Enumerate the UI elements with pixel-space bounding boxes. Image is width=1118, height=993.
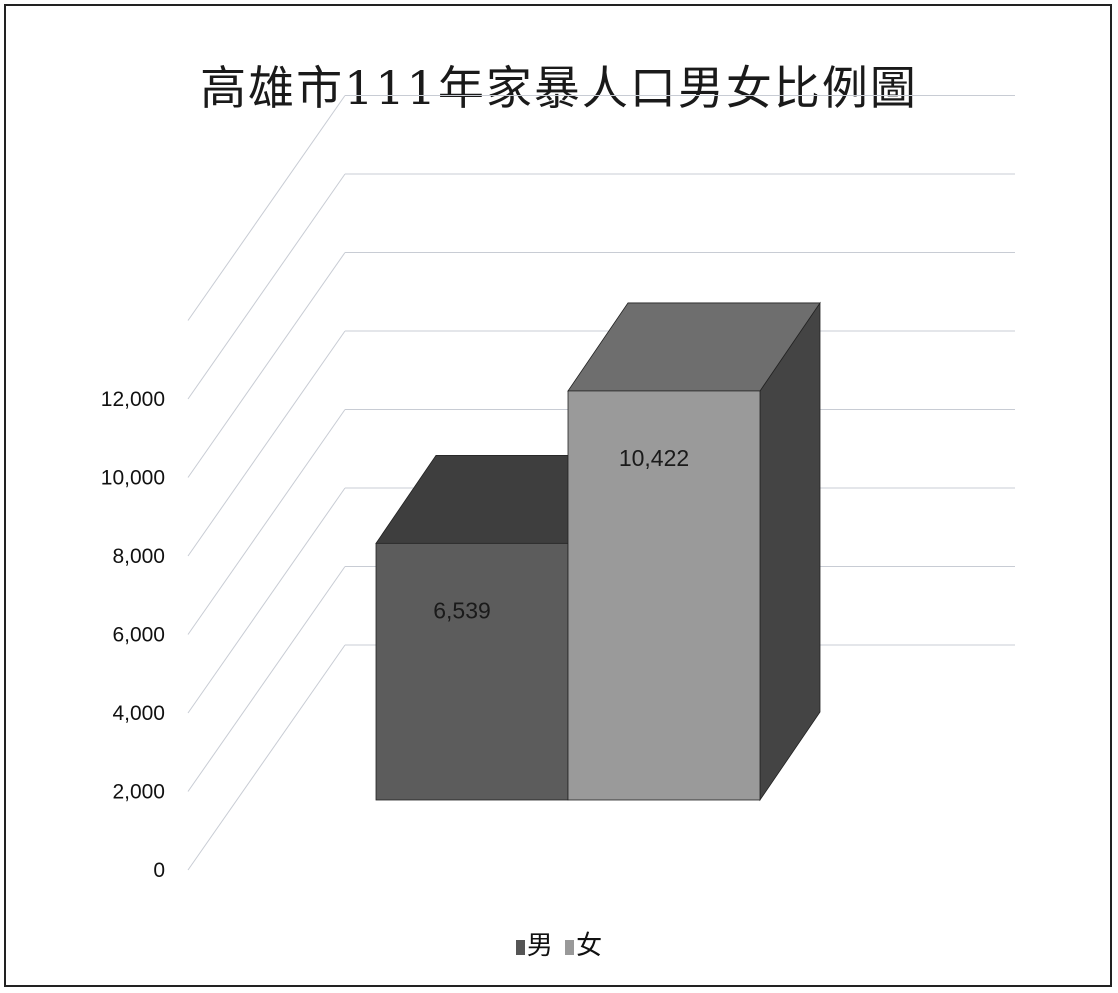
gridline-diagonal xyxy=(187,566,346,792)
legend-swatch-female xyxy=(565,939,575,955)
chart-title: 高雄市111年家暴人口男女比例圖 xyxy=(200,61,918,115)
gridline-diagonal xyxy=(187,330,346,557)
y-tick-label: 10,000 xyxy=(101,467,165,490)
gridline-diagonal xyxy=(187,252,346,478)
bar-1 xyxy=(567,390,761,801)
legend-label-female: 女 xyxy=(576,931,603,961)
data-label: 6,539 xyxy=(433,597,491,623)
legend: 男 女 xyxy=(0,925,1118,962)
gridline-diagonal xyxy=(187,95,346,321)
data-labels: 6,539 10,422 xyxy=(433,445,689,623)
legend-label-male: 男 xyxy=(526,931,553,961)
bars xyxy=(375,301,821,802)
legend-item-male: 男 xyxy=(515,925,553,962)
gridline-diagonal xyxy=(187,409,346,635)
bar-0 xyxy=(375,542,569,801)
y-axis-ticks: 0 2,000 4,000 6,000 8,000 10,000 12,000 xyxy=(101,388,165,882)
y-tick-label: 12,000 xyxy=(101,388,165,411)
gridline-diagonal xyxy=(187,644,346,871)
y-tick-label: 2,000 xyxy=(112,781,165,804)
legend-item-female: 女 xyxy=(565,925,602,962)
y-tick-label: 4,000 xyxy=(112,702,165,725)
gridline-diagonal xyxy=(187,173,346,400)
y-tick-label: 0 xyxy=(153,859,165,882)
data-label: 10,422 xyxy=(619,445,689,471)
y-tick-label: 6,000 xyxy=(112,624,165,647)
gridline-diagonal xyxy=(187,487,346,714)
legend-swatch-male xyxy=(515,939,525,955)
y-tick-label: 8,000 xyxy=(112,545,165,568)
